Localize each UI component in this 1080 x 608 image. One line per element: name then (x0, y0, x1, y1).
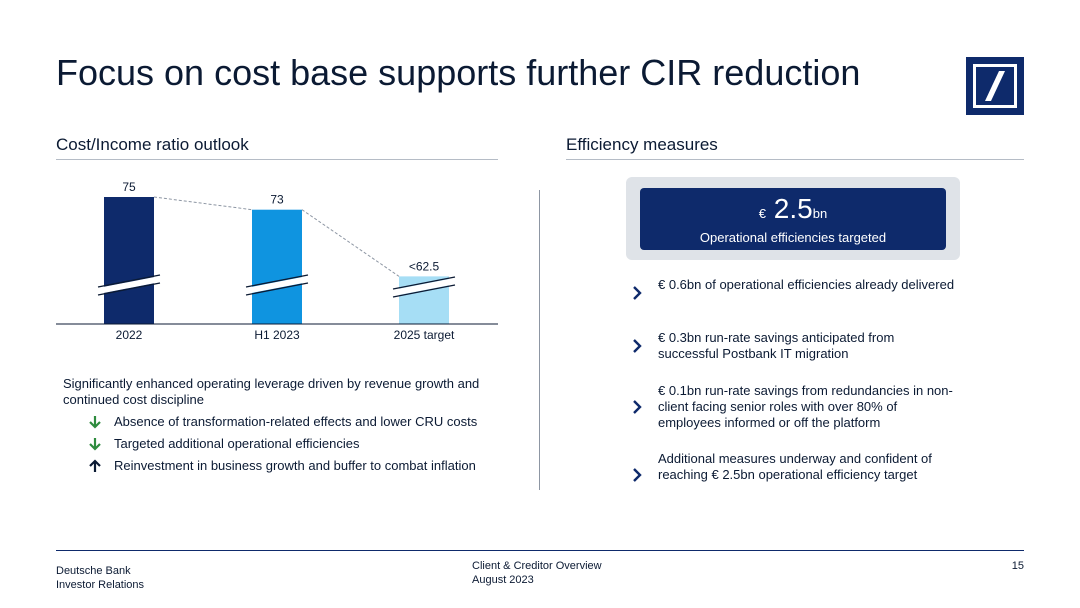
data-label: <62.5 (409, 259, 440, 273)
currency-symbol: € (758, 206, 767, 221)
cir-commentary: Significantly enhanced operating leverag… (63, 376, 503, 480)
category-label: 2022 (116, 328, 143, 342)
deutsche-bank-logo (966, 57, 1024, 115)
arrow-down-icon (89, 438, 101, 451)
category-label: 2025 target (394, 328, 455, 342)
bullet-item: Reinvestment in business growth and buff… (63, 458, 503, 474)
footer-document: Client & Creditor Overview August 2023 (472, 559, 602, 587)
bullet-text: Reinvestment in business growth and buff… (114, 458, 476, 473)
target-callout: € 2.5bn Operational efficiencies targete… (626, 177, 960, 260)
bullet-item: Targeted additional operational efficien… (63, 436, 503, 452)
measure-text: € 0.3bn run-rate savings anticipated fro… (658, 330, 895, 361)
measure-text: Additional measures underway and confide… (658, 451, 932, 482)
measure-text: € 0.6bn of operational efficiencies alre… (658, 277, 955, 292)
axis-break-gap (245, 276, 309, 294)
arrow-down-icon (89, 416, 101, 429)
chevron-right-icon (633, 339, 642, 353)
trend-connector (301, 209, 400, 277)
bullet-text: Targeted additional operational efficien… (114, 436, 360, 451)
chevron-right-icon (633, 468, 642, 482)
page-number: 15 (1011, 560, 1024, 572)
page-title: Focus on cost base supports further CIR … (56, 52, 861, 93)
data-label: 75 (122, 180, 136, 194)
axis-break-line (97, 274, 161, 288)
amount-value: 2.5 (773, 193, 813, 224)
chevron-right-icon (633, 400, 642, 414)
arrow-up-icon (89, 459, 101, 472)
axis-break-gap (97, 276, 161, 294)
cir-outlook-heading: Cost/Income ratio outlook (56, 135, 498, 160)
target-subtitle: Operational efficiencies targeted (699, 230, 887, 245)
axis-break-line (97, 282, 161, 296)
data-label: 73 (270, 193, 284, 207)
bar-h1-2023 (252, 209, 302, 324)
footer-company: Deutsche Bank Investor Relations (56, 564, 144, 592)
department-name: Investor Relations (56, 579, 145, 591)
footer-divider (56, 550, 1024, 551)
column-divider (539, 190, 540, 490)
category-label: H1 2023 (254, 328, 300, 342)
target-amount: € 2.5bn (640, 193, 946, 230)
measure-text: € 0.1bn run-rate savings from redundanci… (658, 383, 953, 430)
chevron-right-icon (633, 286, 642, 300)
cir-bar-chart: 75 2022 73 H1 2023 <62.5 2025 target (56, 180, 498, 342)
bar-2022 (104, 197, 154, 324)
axis-break-line (392, 284, 456, 298)
bullet-text: Absence of transformation-related effect… (114, 414, 478, 429)
axis-break-line (392, 276, 456, 290)
axis-break-gap (392, 278, 456, 296)
efficiency-measures-heading: Efficiency measures (566, 135, 1024, 160)
target-callout-inner: € 2.5bn Operational efficiencies targete… (640, 188, 946, 250)
lead-text: Significantly enhanced operating leverag… (63, 376, 480, 407)
axis-break-line (245, 274, 309, 288)
company-name: Deutsche Bank (56, 565, 131, 577)
axis-break-line (245, 282, 309, 296)
document-date: August 2023 (472, 574, 534, 586)
document-title: Client & Creditor Overview (472, 560, 602, 572)
bullet-item: Absence of transformation-related effect… (63, 414, 503, 430)
trend-connector (153, 196, 253, 211)
amount-unit: bn (812, 206, 828, 221)
